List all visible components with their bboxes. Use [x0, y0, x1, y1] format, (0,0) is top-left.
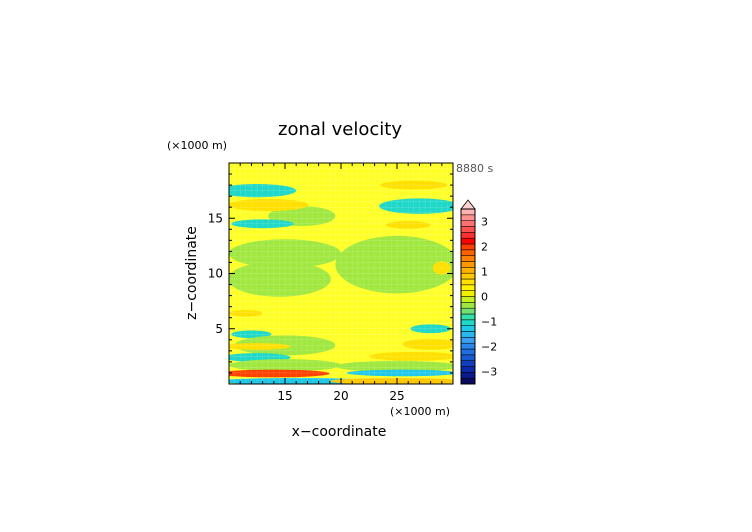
heatmap-cell-4: [231, 219, 294, 229]
heatmap-cell-17: [402, 338, 453, 350]
colorbar-tick-label: 1: [481, 266, 488, 279]
colorbar-swatch: [460, 284, 476, 291]
x-axis-label: x−coordinate: [292, 424, 387, 440]
y-axis-label: z−coordinate: [184, 226, 200, 320]
colorbar-swatch: [460, 325, 476, 332]
x-tick-label: 20: [333, 389, 348, 403]
heatmap-cell-20: [229, 359, 341, 372]
colorbar-swatch: [460, 354, 476, 361]
colorbar-swatch: [460, 272, 476, 280]
colorbar-swatch: [460, 348, 476, 356]
colorbar-swatch: [460, 319, 476, 326]
heatmap-cell-9: [229, 261, 331, 297]
heatmap-cell-5: [379, 198, 453, 214]
heatmap-cell-12: [229, 309, 263, 317]
colorbar-frame: [460, 208, 476, 385]
y-tick-label: 15: [208, 211, 223, 225]
colorbar-swatch: [460, 290, 476, 297]
colorbar-swatch: [460, 337, 476, 344]
y-tick-label: 10: [208, 267, 223, 281]
colorbar-swatch: [460, 261, 476, 268]
colorbar-tick-label: −1: [481, 316, 497, 329]
colorbar-swatch: [460, 220, 476, 227]
heatmap-cell-23: [346, 369, 453, 377]
colorbar-swatch: [460, 331, 476, 338]
heatmap-cell-13: [231, 330, 272, 339]
x-axis-unit: (×1000 m): [390, 405, 450, 418]
colorbar-swatch: [460, 232, 476, 239]
chart-title: zonal velocity: [278, 119, 402, 140]
heatmap-cell-25: [329, 377, 453, 384]
colorbar-swatch: [460, 360, 476, 367]
heatmap-cell-19: [369, 351, 453, 361]
colorbar-swatch: [460, 208, 476, 216]
heatmap-cell-11: [432, 261, 451, 275]
x-axis: 15 20 25: [228, 163, 454, 403]
heatmap-cell-6: [380, 180, 448, 190]
colorbar-swatch: [460, 342, 476, 350]
colorbar-tick-label: 2: [481, 241, 488, 254]
heatmap-cell-8: [229, 239, 341, 268]
colorbar-swatch: [460, 302, 476, 309]
heatmap-cell-7: [385, 221, 431, 229]
colorbar-swatch: [460, 249, 476, 256]
heatmap-cell-21: [335, 360, 453, 372]
y-axis: 5 10 15: [208, 162, 453, 385]
heatmap-cell-14: [410, 324, 451, 334]
colorbar-swatch: [460, 366, 476, 373]
heatmap-cell-3: [229, 198, 309, 212]
colorbar-swatch: [460, 267, 476, 274]
colorbar-tick-label: −3: [481, 366, 497, 379]
colorbar-tick-label: 3: [481, 216, 488, 229]
heatmap-cell-10: [335, 235, 453, 294]
colorbar-tick-label: 0: [481, 291, 488, 304]
colorbar-swatch: [460, 377, 476, 385]
colorbar-swatch: [460, 296, 476, 303]
heatmap-field: [229, 180, 453, 384]
colorbar-swatch: [460, 214, 476, 221]
time-label: 8880 s: [456, 162, 493, 175]
colorbar-swatch: [460, 278, 476, 286]
heatmap-grid: [229, 163, 453, 384]
colorbar-extend-arrow: [460, 199, 476, 210]
heatmap-cell-16: [229, 343, 291, 350]
colorbar: 3 2 1 0 −1 −2 −3: [460, 199, 497, 385]
x-tick-label: 25: [389, 389, 404, 403]
heatmap-cell-22: [229, 369, 330, 378]
y-axis-unit: (×1000 m): [167, 139, 227, 152]
colorbar-swatch: [460, 255, 476, 262]
colorbar-swatch: [460, 226, 476, 233]
colorbar-swatch: [460, 313, 476, 321]
colorbar-swatch: [460, 237, 476, 245]
colorbar-swatch: [460, 243, 476, 251]
plot-area: [228, 162, 454, 385]
colorbar-tick-label: −2: [481, 341, 497, 354]
heatmap-cell-1: [229, 183, 297, 198]
y-tick-label: 5: [215, 322, 223, 336]
colorbar-swatch: [460, 372, 476, 379]
x-tick-label: 15: [277, 389, 292, 403]
colorbar-swatch: [460, 307, 476, 315]
